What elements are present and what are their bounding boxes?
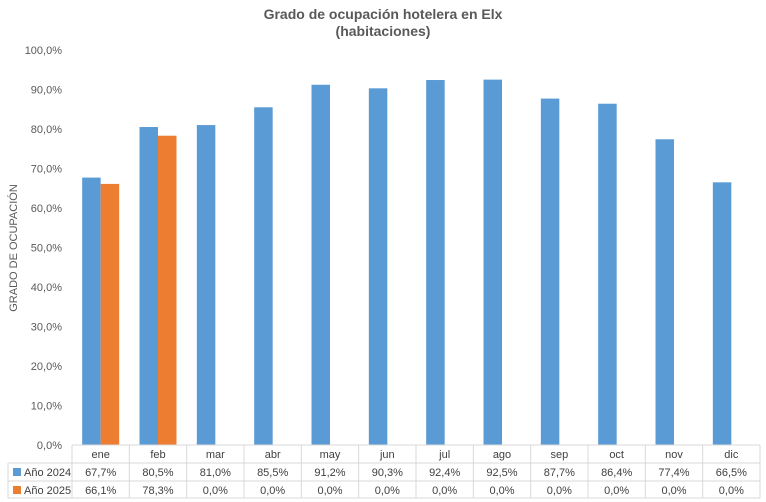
data-label: 66,1% [85, 485, 116, 497]
bar-a2024-oct [598, 103, 617, 445]
x-tick-label: ago [493, 449, 511, 461]
data-label: 85,5% [257, 467, 288, 479]
bar-a2024-dic [712, 182, 732, 445]
data-label: 67,7% [85, 467, 116, 479]
data-label: 0,0% [375, 485, 400, 497]
y-tick-label: 50,0% [31, 243, 62, 255]
x-tick-label: abr [265, 449, 281, 461]
x-tick-label: dic [724, 449, 739, 461]
y-axis-ticks: 0,0% 10,0% 20,0% 30,0% 40,0% 50,0% 60,0% 70,0% 8… [25, 45, 63, 452]
y-tick-label: 40,0% [31, 282, 62, 294]
data-label: 0,0% [432, 485, 457, 497]
bars [72, 79, 760, 446]
x-tick-label: nov [665, 449, 683, 461]
bar-a2024-ene [82, 177, 101, 445]
x-tick-label: sep [550, 449, 568, 461]
legend-series-name: Año 2024 [24, 467, 71, 479]
data-label: 91,2% [314, 467, 345, 479]
data-label: 0,0% [203, 485, 228, 497]
data-label: 80,5% [142, 467, 173, 479]
bar-a2024-sep [540, 98, 560, 446]
data-label: 78,3% [142, 485, 173, 497]
data-label: 0,0% [661, 485, 686, 497]
bar-a2024-nov [655, 139, 674, 445]
bar-a2024-feb [139, 127, 158, 446]
data-label: 86,4% [601, 467, 632, 479]
y-tick-label: 80,0% [31, 124, 62, 136]
legend-key-a2025 [13, 486, 21, 494]
y-tick-label: 0,0% [37, 440, 62, 452]
bar-a2024-jun [368, 88, 388, 445]
bar-a2025-feb [158, 135, 177, 445]
data-label: 87,7% [544, 467, 575, 479]
x-tick-label: jun [379, 449, 395, 461]
legend-key-a2024 [13, 468, 21, 476]
y-tick-label: 20,0% [31, 361, 62, 373]
y-tick-label: 70,0% [31, 164, 62, 176]
x-tick-label: ene [91, 449, 109, 461]
data-table: ene feb mar abr may jun jul ago sep oct nov dic Año … [7, 445, 761, 499]
data-label: 66,5% [716, 467, 747, 479]
data-label: 92,4% [429, 467, 460, 479]
y-tick-label: 30,0% [31, 322, 62, 334]
bar-a2024-mar [196, 125, 216, 446]
y-tick-label: 10,0% [31, 401, 62, 413]
bar-a2024-may [311, 84, 330, 445]
chart-subtitle: (habitaciones) [336, 23, 431, 39]
x-tick-label: feb [150, 449, 165, 461]
x-tick-label: mar [206, 449, 225, 461]
legend-series-name: Año 2025 [24, 485, 71, 497]
y-tick-label: 100,0% [25, 45, 63, 57]
bar-a2024-abr [254, 107, 273, 446]
data-label: 77,4% [658, 467, 689, 479]
data-label: 0,0% [489, 485, 514, 497]
chart-title: Grado de ocupación hotelera en Elx [264, 6, 503, 22]
data-label: 0,0% [547, 485, 572, 497]
bar-a2024-jul [426, 80, 445, 446]
y-tick-label: 90,0% [31, 85, 62, 97]
bar-a2025-ene [100, 183, 120, 445]
y-tick-label: 60,0% [31, 203, 62, 215]
data-label: 0,0% [604, 485, 629, 497]
data-label: 90,3% [372, 467, 403, 479]
data-label: 0,0% [317, 485, 342, 497]
y-axis-label: GRADO DE OCUPACIÓN [7, 184, 20, 312]
data-label: 81,0% [200, 467, 231, 479]
data-label: 0,0% [260, 485, 285, 497]
x-tick-label: oct [609, 449, 624, 461]
x-tick-label: jul [438, 449, 450, 461]
data-label: 92,5% [486, 467, 517, 479]
x-tick-label: may [320, 449, 341, 461]
bar-a2024-ago [483, 79, 502, 445]
data-label: 0,0% [719, 485, 744, 497]
